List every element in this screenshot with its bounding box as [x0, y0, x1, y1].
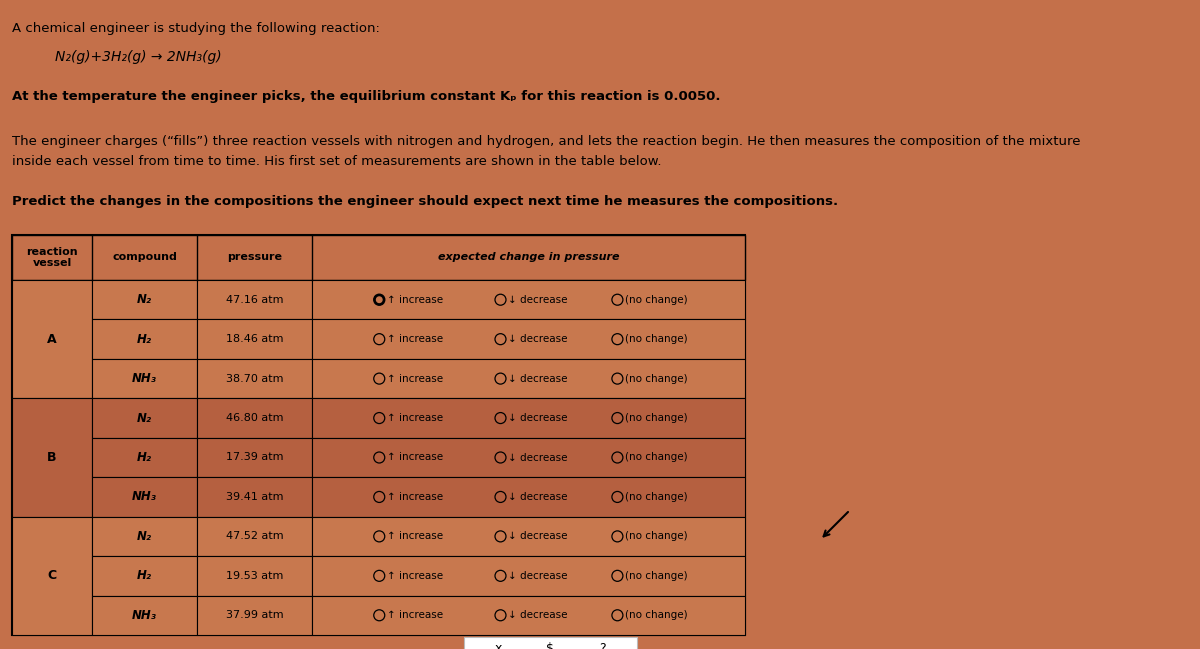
Text: ?: ?	[599, 642, 606, 649]
Text: ↓ decrease: ↓ decrease	[509, 413, 568, 423]
Text: ↓ decrease: ↓ decrease	[509, 295, 568, 305]
Text: N₂: N₂	[137, 411, 152, 424]
Text: ↓ decrease: ↓ decrease	[509, 492, 568, 502]
Text: (no change): (no change)	[625, 532, 688, 541]
Text: N₂(g)+3H₂(g) → 2NH₃(g): N₂(g)+3H₂(g) → 2NH₃(g)	[55, 50, 222, 64]
Text: 19.53 atm: 19.53 atm	[226, 571, 283, 581]
Text: The engineer charges (“fills”) three reaction vessels with nitrogen and hydrogen: The engineer charges (“fills”) three rea…	[12, 135, 1080, 148]
Text: compound: compound	[112, 252, 176, 262]
Text: NH₃: NH₃	[132, 491, 157, 504]
Text: inside each vessel from time to time. His first set of measurements are shown in: inside each vessel from time to time. Hi…	[12, 155, 661, 168]
Bar	[197, 398, 312, 438]
Text: (no change): (no change)	[625, 452, 688, 463]
Text: ↑ increase: ↑ increase	[388, 413, 443, 423]
Text: ↑ increase: ↑ increase	[388, 374, 443, 384]
Text: Predict the changes in the compositions the engineer should expect next time he : Predict the changes in the compositions …	[12, 195, 838, 208]
Bar	[197, 438, 312, 477]
Text: (no change): (no change)	[625, 571, 688, 581]
Bar	[197, 359, 312, 398]
Text: reaction
vessel: reaction vessel	[26, 247, 78, 268]
Text: 17.39 atm: 17.39 atm	[226, 452, 283, 463]
Bar	[197, 596, 312, 635]
Bar	[463, 637, 637, 649]
Text: ↓ decrease: ↓ decrease	[509, 532, 568, 541]
Text: (no change): (no change)	[625, 295, 688, 305]
Bar	[197, 319, 312, 359]
Bar	[92, 398, 197, 438]
Text: (no change): (no change)	[625, 610, 688, 620]
Text: H₂: H₂	[137, 451, 152, 464]
Text: H₂: H₂	[137, 569, 152, 582]
Bar	[92, 319, 197, 359]
Text: 39.41 atm: 39.41 atm	[226, 492, 283, 502]
Bar	[92, 477, 197, 517]
Bar	[312, 359, 745, 398]
Text: ↓ decrease: ↓ decrease	[509, 610, 568, 620]
Text: H₂: H₂	[137, 333, 152, 346]
Text: ↓ decrease: ↓ decrease	[509, 374, 568, 384]
Text: (no change): (no change)	[625, 334, 688, 344]
Text: A: A	[47, 333, 56, 346]
Text: (no change): (no change)	[625, 374, 688, 384]
Bar	[12, 235, 745, 280]
Text: ↑ increase: ↑ increase	[388, 610, 443, 620]
Text: NH₃: NH₃	[132, 372, 157, 385]
Text: At the temperature the engineer picks, the equilibrium constant Kₚ for this reac: At the temperature the engineer picks, t…	[12, 90, 720, 103]
Text: N₂: N₂	[137, 530, 152, 543]
Text: (no change): (no change)	[625, 492, 688, 502]
Text: B: B	[47, 451, 56, 464]
Text: $: $	[546, 642, 554, 649]
Text: 37.99 atm: 37.99 atm	[226, 610, 283, 620]
Text: 47.52 atm: 47.52 atm	[226, 532, 283, 541]
Text: (no change): (no change)	[625, 413, 688, 423]
Circle shape	[373, 294, 385, 305]
Bar	[12, 517, 92, 635]
Bar	[197, 517, 312, 556]
Text: N₂: N₂	[137, 293, 152, 306]
Text: ↓ decrease: ↓ decrease	[509, 334, 568, 344]
Bar	[12, 280, 92, 398]
Text: pressure: pressure	[227, 252, 282, 262]
Text: C: C	[48, 569, 56, 582]
Bar	[312, 477, 745, 517]
Bar	[92, 438, 197, 477]
Bar	[92, 280, 197, 319]
Text: ↑ increase: ↑ increase	[388, 532, 443, 541]
Bar	[197, 477, 312, 517]
Text: expected change in pressure: expected change in pressure	[438, 252, 619, 262]
Text: ↑ increase: ↑ increase	[388, 295, 443, 305]
Bar	[12, 398, 92, 517]
Text: ↑ increase: ↑ increase	[388, 571, 443, 581]
Text: ↑ increase: ↑ increase	[388, 492, 443, 502]
Bar	[92, 517, 197, 556]
Text: 47.16 atm: 47.16 atm	[226, 295, 283, 305]
Bar	[12, 235, 745, 635]
Text: x: x	[494, 642, 502, 649]
Bar	[92, 596, 197, 635]
Circle shape	[377, 297, 382, 302]
Bar	[312, 556, 745, 596]
Bar	[197, 556, 312, 596]
Bar	[92, 556, 197, 596]
Text: A chemical engineer is studying the following reaction:: A chemical engineer is studying the foll…	[12, 22, 380, 35]
Text: 18.46 atm: 18.46 atm	[226, 334, 283, 344]
Bar	[92, 359, 197, 398]
Text: NH₃: NH₃	[132, 609, 157, 622]
Bar	[312, 517, 745, 556]
Bar	[312, 398, 745, 438]
Text: ↓ decrease: ↓ decrease	[509, 452, 568, 463]
Bar	[312, 438, 745, 477]
Text: ↑ increase: ↑ increase	[388, 452, 443, 463]
Text: 46.80 atm: 46.80 atm	[226, 413, 283, 423]
Text: ↑ increase: ↑ increase	[388, 334, 443, 344]
Bar	[312, 596, 745, 635]
Bar	[312, 319, 745, 359]
Bar	[312, 280, 745, 319]
Text: 38.70 atm: 38.70 atm	[226, 374, 283, 384]
Text: ↓ decrease: ↓ decrease	[509, 571, 568, 581]
Bar	[197, 280, 312, 319]
